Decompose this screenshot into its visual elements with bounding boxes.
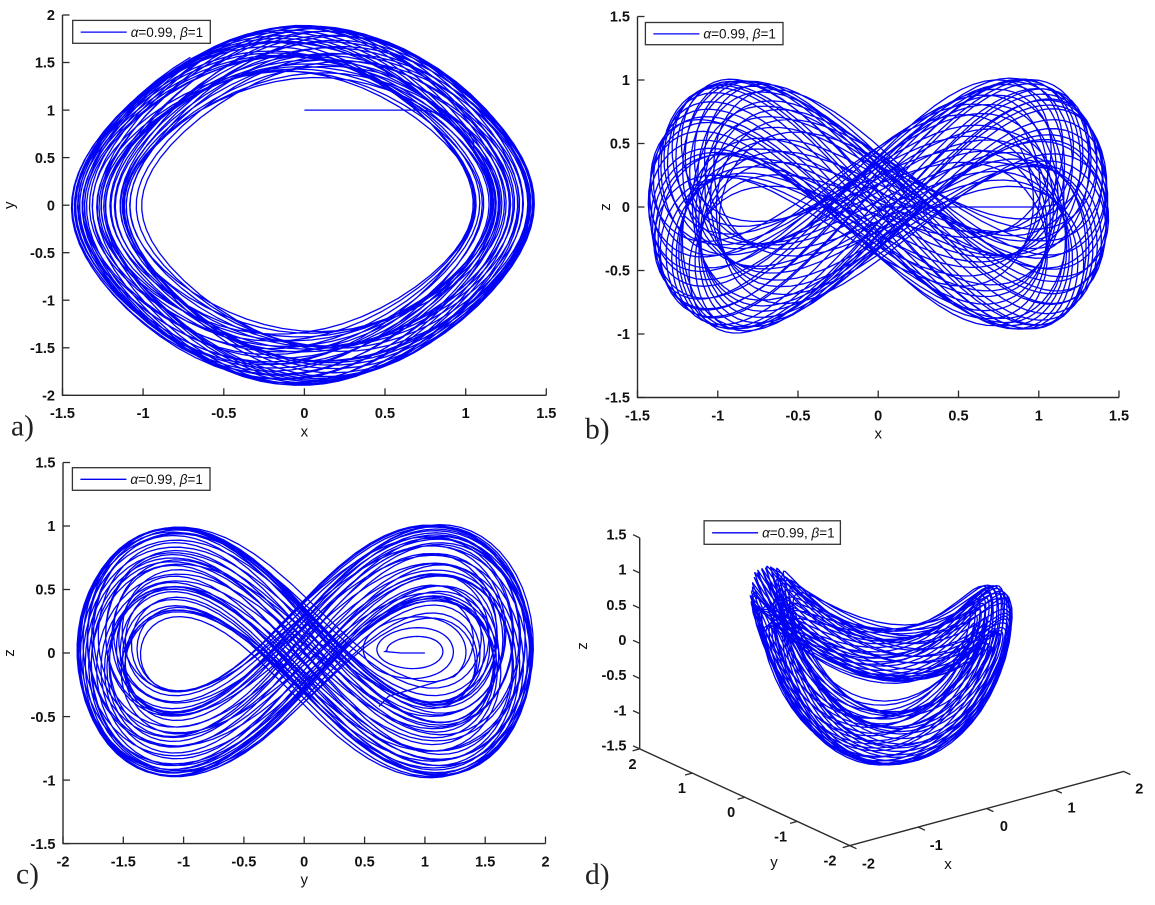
svg-text:0: 0 xyxy=(47,198,55,214)
svg-text:1: 1 xyxy=(47,103,55,119)
svg-text:z: z xyxy=(574,642,591,650)
svg-text:0.5: 0.5 xyxy=(606,598,626,614)
svg-text:1: 1 xyxy=(462,406,470,422)
svg-text:0: 0 xyxy=(727,805,735,821)
svg-text:c): c) xyxy=(16,859,39,891)
svg-text:y: y xyxy=(300,872,308,889)
svg-text:0.5: 0.5 xyxy=(35,151,55,167)
svg-text:-1: -1 xyxy=(617,327,630,343)
svg-text:-1.5: -1.5 xyxy=(31,837,56,853)
svg-text:1.5: 1.5 xyxy=(35,56,55,72)
svg-text:1: 1 xyxy=(1068,800,1076,816)
svg-text:2: 2 xyxy=(628,757,636,773)
svg-text:2: 2 xyxy=(47,8,55,24)
svg-text:-1: -1 xyxy=(137,406,150,422)
svg-text:0: 0 xyxy=(300,854,308,870)
svg-text:-1: -1 xyxy=(42,293,55,309)
svg-text:α=0.99, β=1: α=0.99, β=1 xyxy=(762,526,835,541)
svg-text:-0.5: -0.5 xyxy=(602,668,627,684)
svg-text:-0.5: -0.5 xyxy=(786,408,811,424)
svg-text:0: 0 xyxy=(874,408,882,424)
svg-text:1.5: 1.5 xyxy=(536,406,556,422)
svg-text:α=0.99, β=1: α=0.99, β=1 xyxy=(130,472,203,487)
svg-text:-1: -1 xyxy=(177,854,190,870)
svg-text:0: 0 xyxy=(618,633,626,649)
svg-text:-1.5: -1.5 xyxy=(625,408,650,424)
svg-text:-1.5: -1.5 xyxy=(111,854,136,870)
svg-text:-0.5: -0.5 xyxy=(30,246,55,262)
svg-text:2: 2 xyxy=(541,854,549,870)
svg-text:0.5: 0.5 xyxy=(35,583,55,599)
svg-text:y: y xyxy=(1,201,18,209)
svg-text:d): d) xyxy=(585,859,610,891)
svg-text:0.5: 0.5 xyxy=(610,137,630,153)
svg-text:-2: -2 xyxy=(862,857,875,873)
svg-text:1.5: 1.5 xyxy=(606,528,626,544)
svg-text:2: 2 xyxy=(1135,782,1143,798)
svg-text:0.5: 0.5 xyxy=(355,854,375,870)
svg-text:1.5: 1.5 xyxy=(610,10,630,26)
svg-text:-1.5: -1.5 xyxy=(602,739,627,755)
svg-text:1.5: 1.5 xyxy=(1109,408,1129,424)
svg-text:-1: -1 xyxy=(930,838,943,854)
svg-text:-1: -1 xyxy=(711,408,724,424)
svg-text:-1: -1 xyxy=(614,703,627,719)
svg-text:-1: -1 xyxy=(774,829,787,845)
svg-text:0: 0 xyxy=(1000,819,1008,835)
svg-text:0: 0 xyxy=(47,646,55,662)
svg-text:-2: -2 xyxy=(42,389,55,405)
svg-text:1: 1 xyxy=(421,854,429,870)
svg-text:0.5: 0.5 xyxy=(948,408,968,424)
svg-text:-1: -1 xyxy=(43,773,56,789)
svg-text:1: 1 xyxy=(47,519,55,535)
svg-text:b): b) xyxy=(585,414,610,446)
svg-text:-2: -2 xyxy=(57,854,70,870)
svg-text:0: 0 xyxy=(622,200,630,216)
svg-text:-0.5: -0.5 xyxy=(231,854,256,870)
svg-text:1: 1 xyxy=(622,73,630,89)
svg-text:x: x xyxy=(301,423,309,440)
svg-text:1: 1 xyxy=(678,781,686,797)
svg-text:1.5: 1.5 xyxy=(35,456,55,472)
svg-text:0.5: 0.5 xyxy=(375,406,395,422)
svg-text:1.5: 1.5 xyxy=(475,854,495,870)
svg-text:-0.5: -0.5 xyxy=(211,406,236,422)
svg-text:z: z xyxy=(597,203,614,211)
svg-text:y: y xyxy=(770,854,778,871)
svg-text:x: x xyxy=(874,426,882,443)
svg-text:0: 0 xyxy=(300,406,308,422)
svg-text:x: x xyxy=(944,856,952,873)
svg-text:-1.5: -1.5 xyxy=(30,341,55,357)
svg-text:α=0.99, β=1: α=0.99, β=1 xyxy=(131,25,204,40)
svg-text:-2: -2 xyxy=(824,854,837,870)
svg-text:a): a) xyxy=(11,411,34,443)
svg-text:z: z xyxy=(1,649,18,657)
svg-text:α=0.99, β=1: α=0.99, β=1 xyxy=(703,27,776,42)
svg-text:-0.5: -0.5 xyxy=(31,710,56,726)
svg-text:-1.5: -1.5 xyxy=(50,406,75,422)
svg-text:1: 1 xyxy=(1035,408,1043,424)
svg-text:-1.5: -1.5 xyxy=(605,391,630,407)
svg-text:-0.5: -0.5 xyxy=(605,264,630,280)
svg-text:1: 1 xyxy=(618,563,626,579)
